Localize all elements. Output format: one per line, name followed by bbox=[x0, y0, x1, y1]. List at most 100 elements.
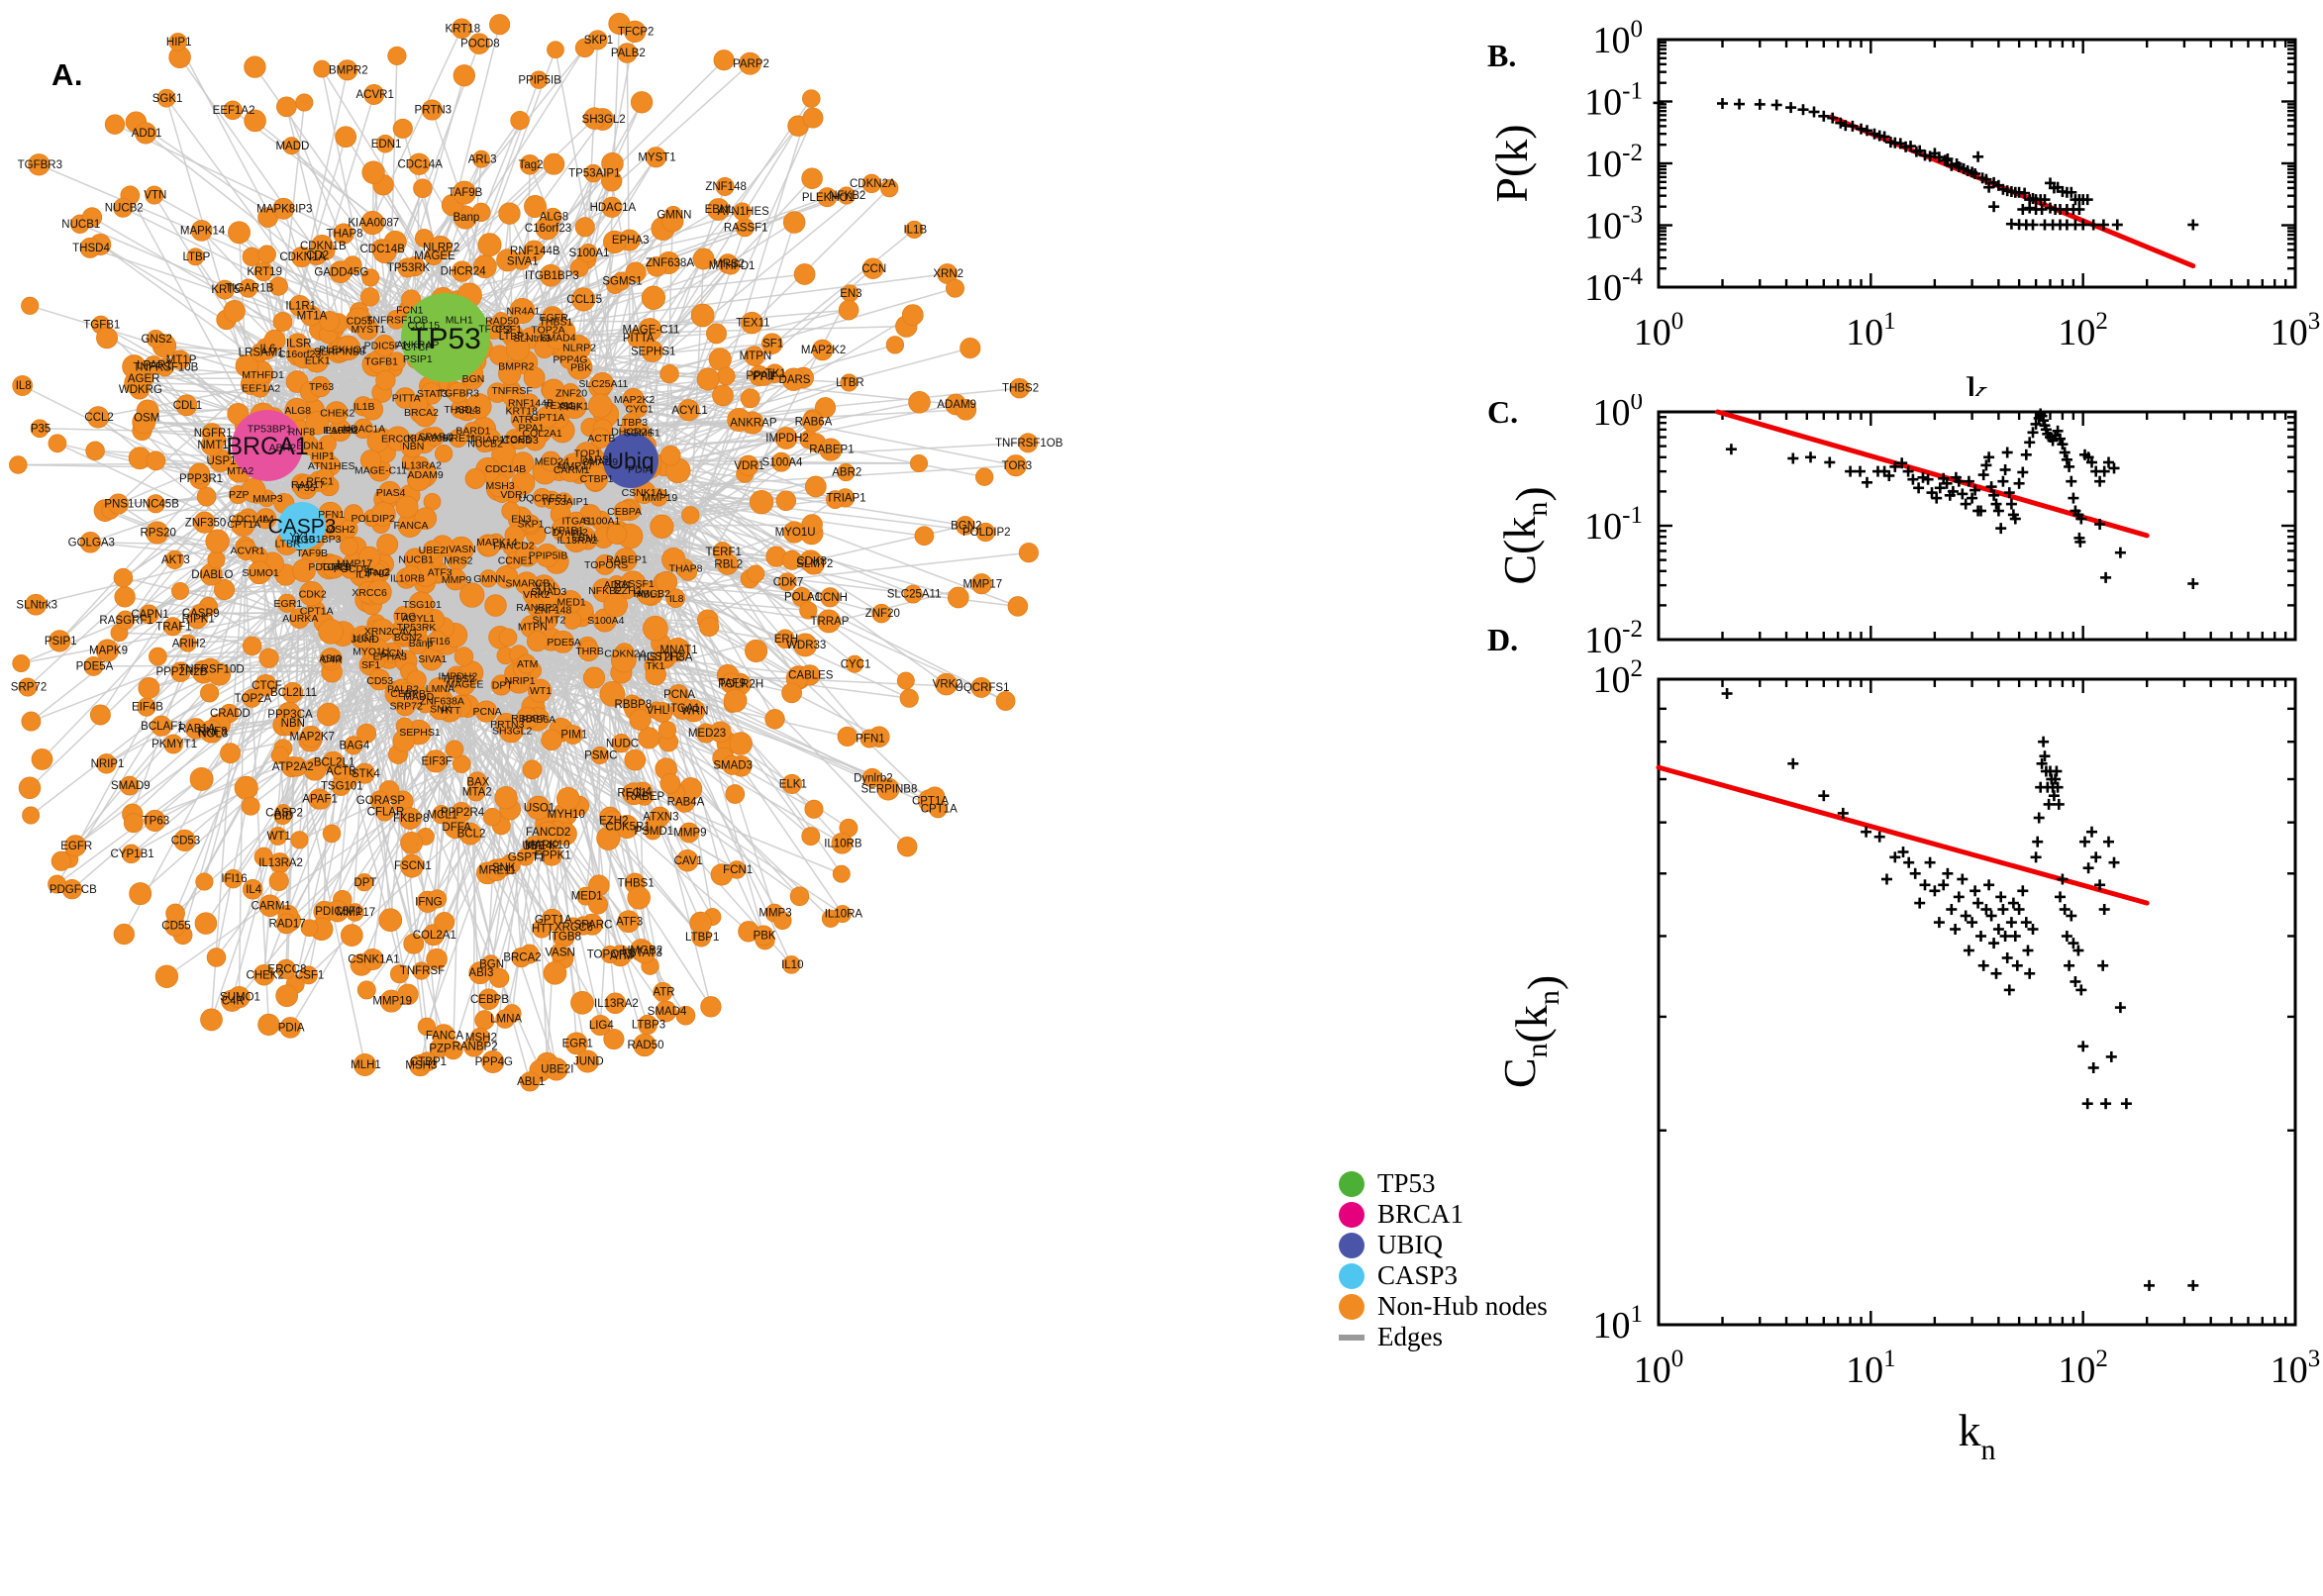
network-node[interactable] bbox=[392, 730, 416, 752]
network-node[interactable] bbox=[373, 335, 396, 356]
network-node[interactable] bbox=[200, 683, 220, 703]
network-node[interactable] bbox=[661, 547, 686, 572]
network-node[interactable] bbox=[18, 677, 38, 697]
network-node[interactable] bbox=[740, 388, 760, 409]
network-node[interactable] bbox=[241, 796, 260, 816]
network-node[interactable] bbox=[606, 524, 628, 545]
network-node[interactable] bbox=[368, 639, 389, 659]
network-node[interactable] bbox=[146, 450, 166, 471]
network-node[interactable] bbox=[299, 965, 318, 985]
network-node[interactable] bbox=[325, 401, 349, 425]
network-node[interactable] bbox=[408, 152, 431, 175]
network-node[interactable] bbox=[208, 431, 227, 449]
network-node[interactable] bbox=[484, 594, 507, 617]
network-node[interactable] bbox=[578, 243, 598, 263]
network-node[interactable] bbox=[799, 601, 818, 620]
network-node[interactable] bbox=[594, 553, 616, 575]
network-node[interactable] bbox=[370, 501, 396, 527]
network-node[interactable] bbox=[376, 534, 399, 555]
network-node[interactable] bbox=[286, 333, 309, 354]
network-node[interactable] bbox=[690, 303, 715, 328]
network-node[interactable] bbox=[558, 590, 583, 615]
network-node[interactable] bbox=[459, 582, 485, 608]
network-node[interactable] bbox=[700, 996, 722, 1018]
network-node[interactable] bbox=[636, 582, 659, 606]
network-node[interactable] bbox=[908, 391, 931, 414]
network-node[interactable] bbox=[643, 615, 668, 642]
network-node[interactable] bbox=[304, 348, 330, 373]
network-node[interactable] bbox=[498, 202, 521, 225]
network-node[interactable] bbox=[696, 367, 720, 391]
network-node[interactable] bbox=[523, 366, 546, 389]
network-node[interactable] bbox=[300, 726, 323, 748]
network-node[interactable] bbox=[510, 110, 530, 131]
network-node[interactable] bbox=[574, 217, 595, 238]
network-node[interactable] bbox=[408, 591, 435, 618]
network-node[interactable] bbox=[781, 549, 802, 570]
network-node[interactable] bbox=[333, 223, 354, 245]
network-node[interactable] bbox=[903, 584, 923, 604]
network-node[interactable] bbox=[255, 508, 277, 530]
network-node[interactable] bbox=[590, 747, 609, 764]
network-node[interactable] bbox=[515, 543, 540, 567]
network-node[interactable] bbox=[393, 605, 415, 628]
network-node[interactable] bbox=[400, 853, 424, 878]
network-node[interactable] bbox=[543, 152, 565, 175]
network-node[interactable] bbox=[610, 647, 637, 673]
network-node[interactable] bbox=[432, 805, 452, 825]
network-node[interactable] bbox=[403, 933, 425, 954]
network-node[interactable] bbox=[288, 608, 310, 629]
network-node[interactable] bbox=[145, 185, 164, 205]
network-node[interactable] bbox=[543, 960, 567, 985]
network-node[interactable] bbox=[452, 180, 476, 205]
network-node[interactable] bbox=[164, 549, 184, 569]
network-node[interactable] bbox=[378, 908, 403, 933]
network-node[interactable] bbox=[205, 529, 230, 553]
network-node[interactable] bbox=[712, 384, 734, 407]
network-node[interactable] bbox=[234, 775, 258, 800]
network-node[interactable] bbox=[395, 495, 419, 519]
network-node[interactable] bbox=[408, 636, 428, 654]
network-node[interactable] bbox=[190, 604, 210, 623]
network-node[interactable] bbox=[494, 786, 518, 810]
network-node[interactable] bbox=[25, 593, 48, 616]
network-node[interactable] bbox=[599, 681, 626, 707]
network-node[interactable] bbox=[434, 445, 454, 463]
network-node[interactable] bbox=[542, 378, 565, 403]
network-node[interactable] bbox=[678, 562, 698, 581]
network-node[interactable] bbox=[659, 445, 681, 466]
network-node[interactable] bbox=[79, 532, 102, 553]
network-node[interactable] bbox=[625, 261, 647, 283]
network-node[interactable] bbox=[463, 422, 481, 440]
network-node[interactable] bbox=[716, 552, 739, 575]
network-node[interactable] bbox=[522, 759, 543, 780]
network-node[interactable] bbox=[230, 511, 255, 537]
network-node[interactable] bbox=[400, 434, 425, 458]
network-node[interactable] bbox=[552, 630, 575, 653]
network-node[interactable] bbox=[574, 442, 598, 465]
network-node[interactable] bbox=[451, 260, 473, 282]
network-node[interactable] bbox=[914, 526, 935, 547]
network-node[interactable] bbox=[496, 249, 520, 272]
network-node[interactable] bbox=[876, 777, 900, 801]
network-node[interactable] bbox=[300, 305, 322, 327]
network-node[interactable] bbox=[21, 711, 42, 732]
network-node[interactable] bbox=[113, 923, 135, 946]
network-node[interactable] bbox=[89, 704, 111, 726]
network-node[interactable] bbox=[535, 579, 561, 606]
network-node[interactable] bbox=[802, 552, 825, 575]
network-node[interactable] bbox=[311, 234, 334, 257]
network-node[interactable] bbox=[519, 153, 541, 175]
network-node[interactable] bbox=[547, 41, 564, 59]
network-node[interactable] bbox=[532, 488, 553, 508]
network-node[interactable] bbox=[360, 398, 384, 421]
network-node[interactable] bbox=[744, 346, 765, 366]
network-node[interactable] bbox=[899, 688, 919, 708]
network-node[interactable] bbox=[96, 639, 119, 662]
network-node[interactable] bbox=[318, 435, 337, 453]
network-node[interactable] bbox=[83, 655, 104, 676]
network-node[interactable] bbox=[445, 740, 464, 759]
network-node[interactable] bbox=[194, 912, 218, 935]
network-node[interactable] bbox=[826, 490, 845, 509]
network-node[interactable] bbox=[387, 46, 407, 65]
